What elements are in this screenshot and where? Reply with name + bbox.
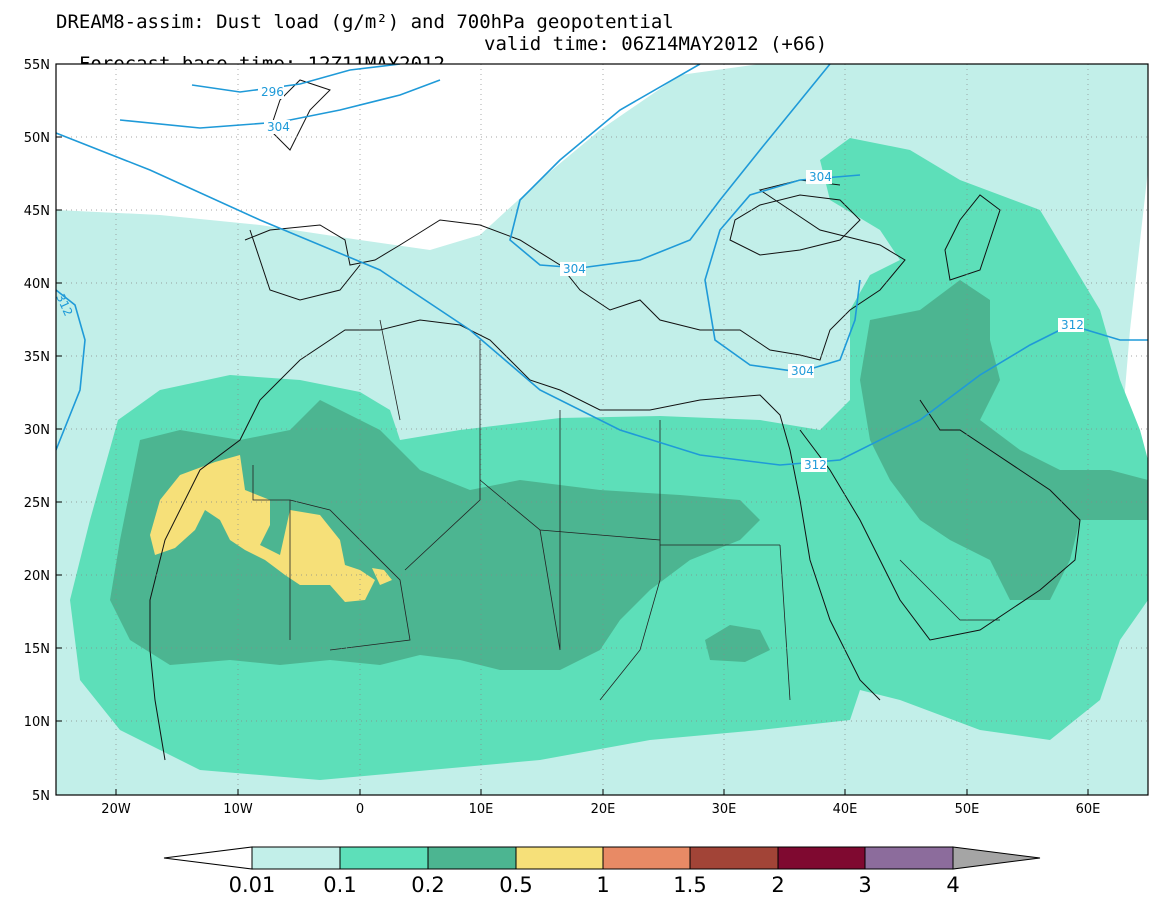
- colorbar-label: 4: [946, 873, 959, 897]
- lon-label: 10W: [223, 802, 253, 817]
- contour-296: [191, 64, 401, 93]
- contour-304-east: [704, 174, 861, 373]
- contour-label-304-med: 304: [563, 262, 586, 276]
- colorbar-label: 1.5: [673, 873, 706, 897]
- dust-region-02: [110, 400, 760, 670]
- lon-labels: 20W 10W 0 10E 20E 30E 40E 50E 60E: [101, 802, 1100, 817]
- lat-label: 30N: [24, 423, 50, 438]
- coastline-caspian: [944, 194, 1001, 281]
- coastline-arabia: [799, 399, 1081, 641]
- colorbar-labels: 0.01 0.1 0.2 0.5 1 1.5 2 3 4: [229, 873, 960, 897]
- lat-label: 10N: [24, 715, 50, 730]
- lon-label: 0: [356, 802, 364, 817]
- colorbar-label: 1: [596, 873, 609, 897]
- lat-label: 20N: [24, 569, 50, 584]
- map-title: DREAM8-assim: Dust load (g/m²) and 700hP…: [56, 11, 674, 33]
- dust-region-02-arabia: [860, 280, 1148, 600]
- contour-label-304-east-bottom: 304: [791, 364, 814, 378]
- lon-label: 10E: [469, 802, 494, 817]
- lon-label: 30E: [712, 802, 737, 817]
- coastline-europe: [244, 179, 906, 361]
- dust-region-05-east: [372, 568, 392, 585]
- colorbar-swatch: [864, 846, 954, 870]
- contour-label-312-east: 312: [1061, 318, 1084, 332]
- colorbar-swatch: [251, 846, 341, 870]
- lat-labels: 55N 50N 45N 40N 35N 30N 25N 20N 15N 10N …: [24, 58, 50, 804]
- lon-label: 20E: [591, 802, 616, 817]
- lon-label: 50E: [955, 802, 980, 817]
- colorbar-swatch: [515, 846, 604, 870]
- colorbar-label: 3: [858, 873, 871, 897]
- colorbar-low-arrow: [163, 846, 253, 870]
- coastlines: [149, 79, 1081, 761]
- colorbar-swatch: [602, 846, 691, 870]
- contour-label-304-east-top: 304: [809, 170, 832, 184]
- colorbar-label: 0.5: [499, 873, 532, 897]
- lat-label: 45N: [24, 204, 50, 219]
- colorbar-label: 0.01: [229, 873, 276, 897]
- contour-labels: 296 304 312 304 304 304 312 312: [56, 85, 1084, 472]
- valid-time: valid time: 06Z14MAY2012 (+66): [484, 33, 828, 55]
- contour-label-304-north: 304: [267, 120, 290, 134]
- coastline-nw-africa: [149, 319, 881, 761]
- colorbar-label: 0.2: [411, 873, 444, 897]
- colorbar-swatch: [689, 846, 779, 870]
- dust-region-02-central-africa: [705, 625, 770, 662]
- axis-ticks: [56, 136, 1089, 795]
- colorbar-swatch: [427, 846, 517, 870]
- coastline-black-sea: [729, 194, 861, 256]
- contour-label-312-south: 312: [804, 458, 827, 472]
- lon-label: 40E: [833, 802, 858, 817]
- lat-label: 5N: [32, 789, 50, 804]
- colorbar-swatch: [339, 846, 429, 870]
- colorbar-high-arrow: [952, 846, 1041, 870]
- country-borders: [252, 319, 1000, 701]
- lon-label: 60E: [1076, 802, 1101, 817]
- contour-label-296: 296: [261, 85, 284, 99]
- lat-label: 15N: [24, 642, 50, 657]
- lat-label: 25N: [24, 496, 50, 511]
- contour-312-main: [56, 132, 1148, 466]
- colorbar-label: 0.1: [323, 873, 356, 897]
- lat-label: 55N: [24, 58, 50, 73]
- lat-label: 40N: [24, 277, 50, 292]
- colorbar-swatch: [777, 846, 866, 870]
- border-segments: [252, 319, 1000, 701]
- colorbar: [163, 846, 1041, 870]
- map-plot-area: 296 304 312 304 304 304 312 312: [56, 64, 1148, 795]
- graticule: [56, 64, 1148, 795]
- lat-label: 50N: [24, 131, 50, 146]
- dust-region-05: [150, 455, 375, 602]
- colorbar-label: 2: [771, 873, 784, 897]
- lat-label: 35N: [24, 350, 50, 365]
- lon-label: 20W: [101, 802, 131, 817]
- contour-312-west: [56, 289, 86, 451]
- contour-304-north: [119, 79, 441, 129]
